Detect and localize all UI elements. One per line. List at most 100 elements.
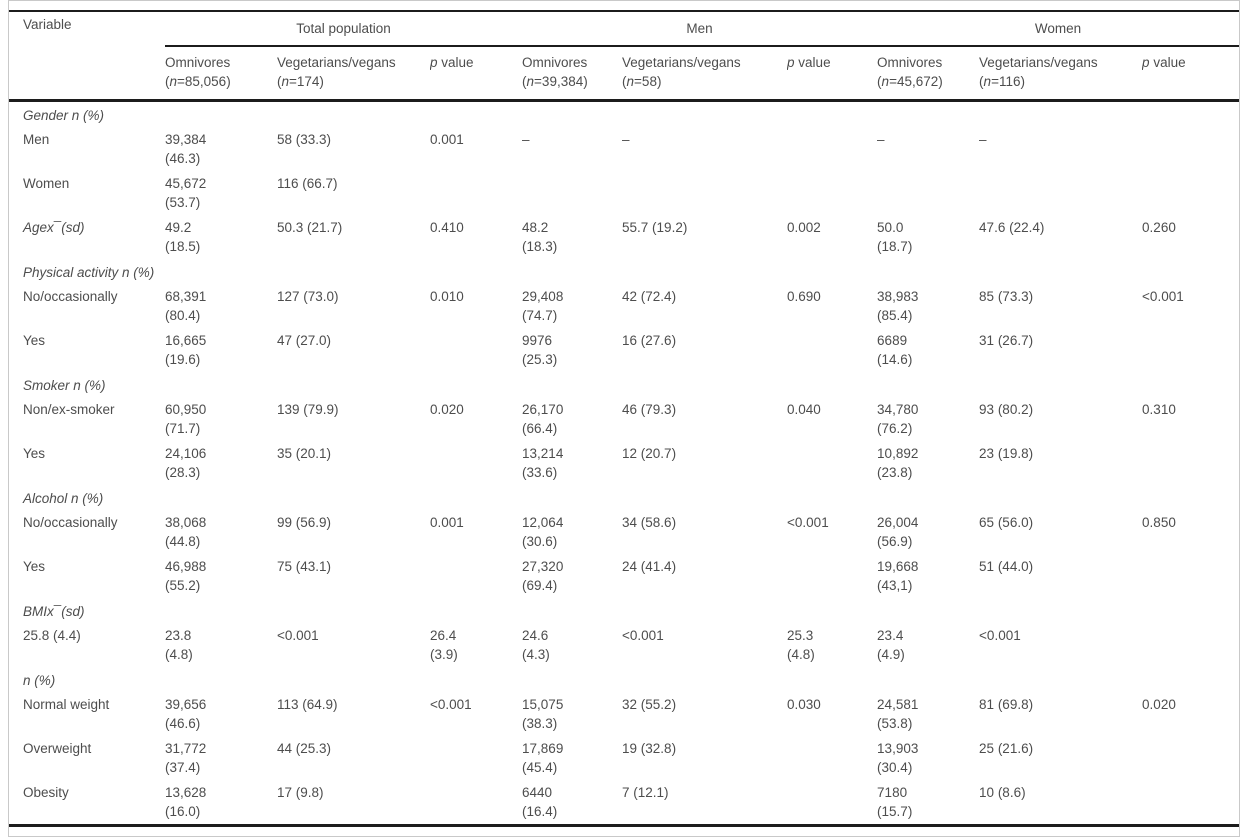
cell: 55.7 (19.2) [622, 220, 688, 235]
row-label: Non/ex-smoker [23, 402, 115, 417]
section-label: Smoker n (%) [23, 378, 106, 393]
table-row: Non/ex-smoker 60,950 (71.7) 139 (79.9) 0.02… [9, 397, 1239, 441]
cell: 31 (26.7) [979, 333, 1034, 348]
cell: 6689 (14.6) [877, 333, 913, 367]
cell: <0.001 [1142, 289, 1184, 304]
cell: 139 (79.9) [277, 402, 339, 417]
table-row: BMIx¯(sd) [9, 598, 1239, 623]
cell: 35 (20.1) [277, 446, 332, 461]
row-label: No/occasionally [23, 289, 118, 304]
cell: 34,780 (76.2) [877, 402, 919, 436]
cell: 7180 (15.7) [877, 785, 913, 819]
cell: 24,581 (53.8) [877, 697, 919, 731]
table-row: Smoker n (%) [9, 372, 1239, 397]
cell: 49.2 (18.5) [165, 220, 201, 254]
cell: 47 (27.0) [277, 333, 332, 348]
cell [430, 328, 522, 372]
cell: 10,892 (23.8) [877, 446, 919, 480]
group-header-row: Variable Total population Men Women [9, 11, 1240, 102]
cell [430, 780, 522, 826]
cell: 0.260 [1142, 220, 1176, 235]
cell [979, 171, 1142, 215]
cell: 0.690 [787, 289, 821, 304]
column-header-women-vegetarians-vegans: Vegetarians/vegans (n=116) [979, 46, 1143, 102]
cell [1142, 171, 1239, 215]
cell [787, 736, 877, 780]
cell: 50.0 (18.7) [877, 220, 913, 254]
cell [787, 171, 877, 215]
section-label: Physical activity n (%) [23, 265, 155, 280]
cell: 46,988 (55.2) [165, 559, 207, 593]
cell: 10 (8.6) [979, 785, 1026, 800]
table-row: Obesity 13,628 (16.0) 17 (9.8) 6440 (16.4) 7… [9, 780, 1239, 826]
table-row: Physical activity n (%) [9, 259, 1239, 284]
cell: 24 (41.4) [622, 559, 677, 574]
cell: 45,672 (53.7) [165, 176, 207, 210]
cell: 23.4 (4.9) [877, 628, 905, 662]
row-label: Obesity [23, 785, 69, 800]
table-row: Yes 16,665 (19.6) 47 (27.0) 9976 (25.3) 16 (… [9, 328, 1239, 372]
cell: 0.020 [1142, 697, 1176, 712]
cell: 0.001 [430, 132, 464, 147]
column-header-total-population-omnivores: Omnivores (n=85,056) [165, 46, 277, 102]
cell: <0.001 [622, 628, 664, 643]
cell: 27,320 (69.4) [522, 559, 564, 593]
cell: 44 (25.3) [277, 741, 332, 756]
cell: 38,983 (85.4) [877, 289, 919, 323]
cell: – [877, 132, 885, 147]
cell: 39,384 (46.3) [165, 132, 207, 166]
cell [622, 171, 787, 215]
cell: <0.001 [277, 628, 319, 643]
row-label: Overweight [23, 741, 92, 756]
group-header-men: Men [522, 11, 878, 47]
cell: 116 (66.7) [277, 176, 338, 191]
cell: 38,068 (44.8) [165, 515, 207, 549]
row-label: Normal weight [23, 697, 110, 712]
row-label: No/occasionally [23, 515, 118, 530]
cell: – [622, 132, 630, 147]
cell: 6440 (16.4) [522, 785, 558, 819]
cell: 0.002 [787, 220, 821, 235]
cell [787, 328, 877, 372]
table-row: No/occasionally 68,391 (80.4) 127 (73.0) 0.… [9, 284, 1239, 328]
table-row: Alcohol n (%) [9, 485, 1239, 510]
cell [1142, 554, 1239, 598]
cell [1142, 780, 1239, 826]
cell: 50.3 (21.7) [277, 220, 343, 235]
cell: 31,772 (37.4) [165, 741, 207, 775]
cell: 24.6 (4.3) [522, 628, 550, 662]
cell [430, 441, 522, 485]
cell: 46 (79.3) [622, 402, 677, 417]
column-header-men-omnivores: Omnivores (n=39,384) [522, 46, 623, 102]
cell: 13,903 (30.4) [877, 741, 919, 775]
section-label: Alcohol n (%) [23, 491, 104, 506]
cell: 75 (43.1) [277, 559, 332, 574]
table-row: Men 39,384 (46.3) 58 (33.3) 0.001 – – – – [9, 127, 1239, 171]
cell [1142, 328, 1239, 372]
group-header-women: Women [877, 11, 1240, 47]
table-row: n (%) [9, 667, 1239, 692]
cell: 12 (20.7) [622, 446, 677, 461]
table-row: 25.8 (4.4) 23.8 (4.8) <0.001 26.4 (3.9) 24.6… [9, 623, 1239, 667]
cell: 19,668 (43,1) [877, 559, 919, 593]
cell: 99 (56.9) [277, 515, 332, 530]
cell: 17 (9.8) [277, 785, 324, 800]
cell: 113 (64.9) [277, 697, 338, 712]
cell: 0.010 [430, 289, 464, 304]
cell: 0.410 [430, 220, 464, 235]
cell [522, 171, 622, 215]
cell: 26,004 (56.9) [877, 515, 919, 549]
column-header-men-p-value: p value [787, 46, 878, 102]
cell: 7 (12.1) [622, 785, 669, 800]
cell [430, 736, 522, 780]
variable-column-header: Variable [9, 11, 165, 102]
table-row: Yes 24,106 (28.3) 35 (20.1) 13,214 (33.6) 12… [9, 441, 1239, 485]
group-header-total-population: Total population [165, 11, 523, 47]
row-label: Men [23, 132, 50, 147]
table-row: No/occasionally 38,068 (44.8) 99 (56.9) 0.0… [9, 510, 1239, 554]
cell [787, 554, 877, 598]
table-row: Women 45,672 (53.7) 116 (66.7) [9, 171, 1239, 215]
cell [1142, 127, 1239, 171]
section-label: Gender n (%) [23, 108, 105, 123]
cell: 81 (69.8) [979, 697, 1034, 712]
